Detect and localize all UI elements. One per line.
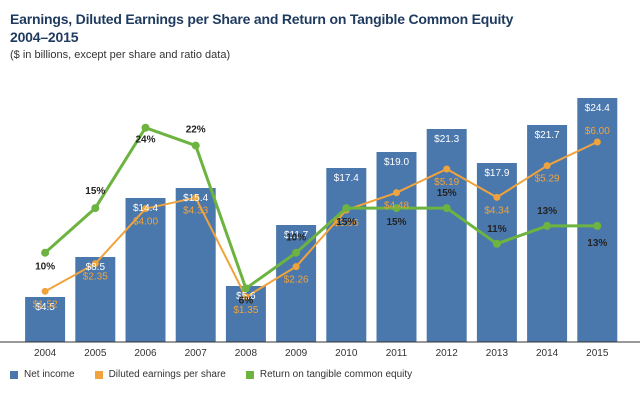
- bar-2007: [175, 188, 216, 342]
- rotce-point-2013: [492, 239, 501, 248]
- rotce-point-2014: [543, 221, 552, 230]
- eps-label-2014: $5.29: [535, 174, 560, 185]
- rotce-point-2007: [191, 141, 200, 150]
- rotce-label-2009: 10%: [286, 233, 306, 244]
- x-tick-label-2008: 2008: [235, 348, 258, 359]
- x-tick-label-2012: 2012: [436, 348, 459, 359]
- eps-point-2008: [242, 293, 250, 301]
- legend-label-rotce: Return on tangible common equity: [259, 369, 413, 380]
- rotce-line: [44, 126, 598, 290]
- rotce-label-2011: 15%: [386, 217, 406, 228]
- x-tick-label-2013: 2013: [486, 348, 509, 359]
- bar-2013: [476, 163, 517, 342]
- bar-2012: [426, 129, 467, 342]
- bar-label-2013: $17.9: [484, 168, 509, 179]
- eps-point-2014: [543, 162, 551, 170]
- x-tick-label-2007: 2007: [185, 348, 208, 359]
- rotce-point-2009: [292, 248, 301, 257]
- legend-label-net-income: Net income: [24, 369, 75, 380]
- x-tick-label-2004: 2004: [34, 348, 57, 359]
- chart-title: Earnings, Diluted Earnings per Share and…: [10, 11, 514, 27]
- bar-2009: [276, 225, 317, 342]
- bar-2004: [25, 297, 66, 342]
- legend-swatch-net-income: [10, 370, 18, 379]
- x-tick-label-2006: 2006: [134, 348, 157, 359]
- legend-item-rotce: Return on tangible common equity: [245, 369, 413, 380]
- eps-point-2007: [192, 194, 200, 202]
- legend: Net income Diluted earnings per share Re…: [10, 369, 432, 380]
- eps-label-2010: $3.96: [334, 218, 359, 229]
- legend-label-eps: Diluted earnings per share: [108, 369, 226, 380]
- rotce-label-2015: 13%: [587, 238, 607, 249]
- legend-item-net-income: Net income: [10, 369, 75, 380]
- bar-label-2006: $14.4: [133, 203, 158, 214]
- rotce-label-2008: 6%: [239, 295, 254, 306]
- chart-note: ($ in billions, except per share and rat…: [10, 49, 231, 61]
- eps-point-2009: [292, 263, 300, 271]
- eps-line: [44, 141, 598, 298]
- eps-label-2011: $4.48: [384, 201, 409, 212]
- eps-label-2007: $4.33: [183, 206, 208, 217]
- eps-point-2004: [41, 287, 49, 295]
- bar-2014: [527, 125, 568, 342]
- x-tick-label-2014: 2014: [536, 348, 559, 359]
- eps-point-2013: [493, 193, 501, 201]
- rotce-label-2007: 22%: [186, 125, 206, 136]
- bar-label-2008: $5.6: [236, 291, 256, 302]
- eps-label-2006: $4.00: [133, 217, 158, 228]
- eps-point-2012: [443, 165, 451, 173]
- chart-subtitle: 2004–2015: [10, 29, 79, 45]
- rotce-point-2010: [342, 204, 351, 213]
- rotce-point-2004: [41, 248, 50, 257]
- bar-label-2010: $17.4: [334, 173, 359, 184]
- bar-label-2014: $21.7: [535, 130, 560, 141]
- bar-label-2004: $4.5: [35, 302, 55, 313]
- bar-label-2009: $11.7: [284, 230, 309, 241]
- x-tick-label-2005: 2005: [84, 348, 107, 359]
- eps-point-2011: [393, 189, 400, 197]
- rotce-point-2005: [91, 204, 100, 213]
- eps-point-2006: [142, 205, 149, 213]
- bar-label-2011: $19.0: [384, 157, 409, 168]
- eps-point-2005: [91, 260, 99, 268]
- bar-label-2007: $15.4: [183, 193, 208, 204]
- eps-label-2009: $2.26: [284, 275, 309, 286]
- x-tick-label-2015: 2015: [586, 348, 609, 359]
- eps-label-2008: $1.35: [233, 305, 258, 316]
- eps-label-2013: $4.34: [484, 205, 509, 216]
- eps-point-2015: [593, 138, 601, 146]
- eps-label-2012: $5.19: [434, 177, 459, 188]
- legend-item-eps: Diluted earnings per share: [94, 369, 226, 380]
- eps-label-2005: $2.35: [83, 272, 108, 283]
- legend-swatch-rotce: [245, 370, 254, 379]
- eps-label-2004: $1.52: [33, 299, 58, 310]
- rotce-point-2008: [241, 284, 250, 293]
- x-tick-label-2011: 2011: [386, 348, 408, 359]
- rotce-label-2004: 10%: [35, 262, 55, 273]
- rotce-label-2006: 24%: [135, 135, 155, 146]
- rotce-label-2010: 15%: [336, 217, 356, 228]
- x-tick-label-2009: 2009: [285, 348, 308, 359]
- title-block: Earnings, Diluted Earnings per Share and…: [10, 10, 513, 61]
- rotce-label-2013: 11%: [487, 224, 507, 235]
- bar-label-2015: $24.4: [585, 103, 610, 114]
- x-tick-label-2010: 2010: [335, 348, 358, 359]
- bar-label-2005: $8.5: [86, 262, 106, 273]
- rotce-point-2015: [593, 221, 602, 230]
- legend-swatch-eps: [94, 370, 103, 379]
- rotce-point-2012: [442, 204, 451, 213]
- rotce-point-2006: [141, 123, 150, 132]
- rotce-label-2012: 15%: [437, 188, 457, 199]
- rotce-label-2005: 15%: [85, 186, 105, 197]
- bar-2011: [376, 152, 417, 342]
- rotce-label-2014: 13%: [537, 206, 557, 217]
- rotce-point-2011: [392, 204, 401, 213]
- eps-label-2015: $6.00: [585, 126, 610, 137]
- bar-2010: [326, 168, 367, 342]
- bar-label-2012: $21.3: [434, 134, 459, 145]
